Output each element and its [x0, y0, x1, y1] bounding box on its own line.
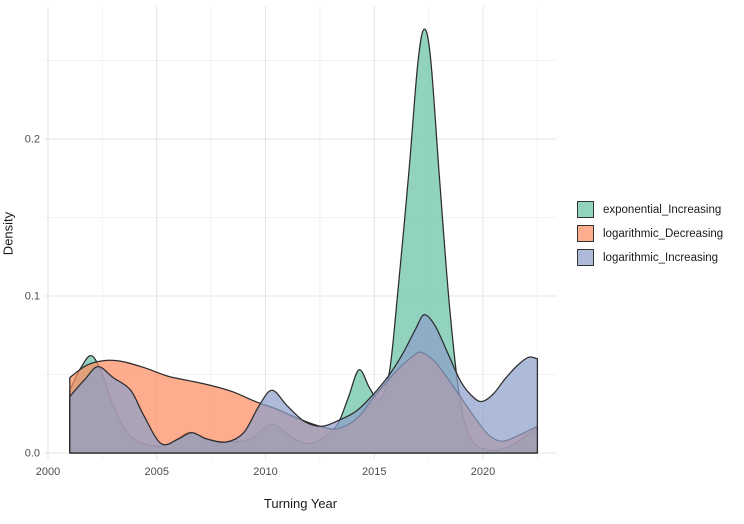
density-area-logarithmic_Increasing [69, 314, 539, 454]
legend: exponential_Increasing logarithmic_Decrea… [577, 201, 723, 266]
legend-item-exponential_Increasing: exponential_Increasing [577, 201, 723, 218]
y-axis-title: Density [0, 211, 16, 256]
legend-swatch-icon [577, 249, 594, 266]
legend-label: logarithmic_Increasing [603, 251, 719, 264]
x-tick-label: 2010 [253, 466, 277, 478]
x-tick-label: 2015 [362, 466, 386, 478]
legend-item-logarithmic_Increasing: logarithmic_Increasing [577, 249, 723, 266]
legend-item-logarithmic_Decreasing: logarithmic_Decreasing [577, 225, 723, 242]
legend-label: logarithmic_Decreasing [603, 227, 724, 240]
legend-swatch-icon [577, 225, 594, 242]
x-axis-title: Turning Year [263, 496, 338, 511]
x-tick-label: 2020 [471, 466, 495, 478]
x-tick-label: 2000 [36, 466, 60, 478]
legend-label: exponential_Increasing [603, 203, 722, 216]
y-tick-label: 0.1 [25, 291, 40, 303]
legend-swatch-icon [577, 201, 594, 218]
y-tick-label: 0.0 [25, 448, 40, 460]
x-tick-label: 2005 [145, 466, 169, 478]
y-tick-label: 0.2 [25, 134, 40, 146]
